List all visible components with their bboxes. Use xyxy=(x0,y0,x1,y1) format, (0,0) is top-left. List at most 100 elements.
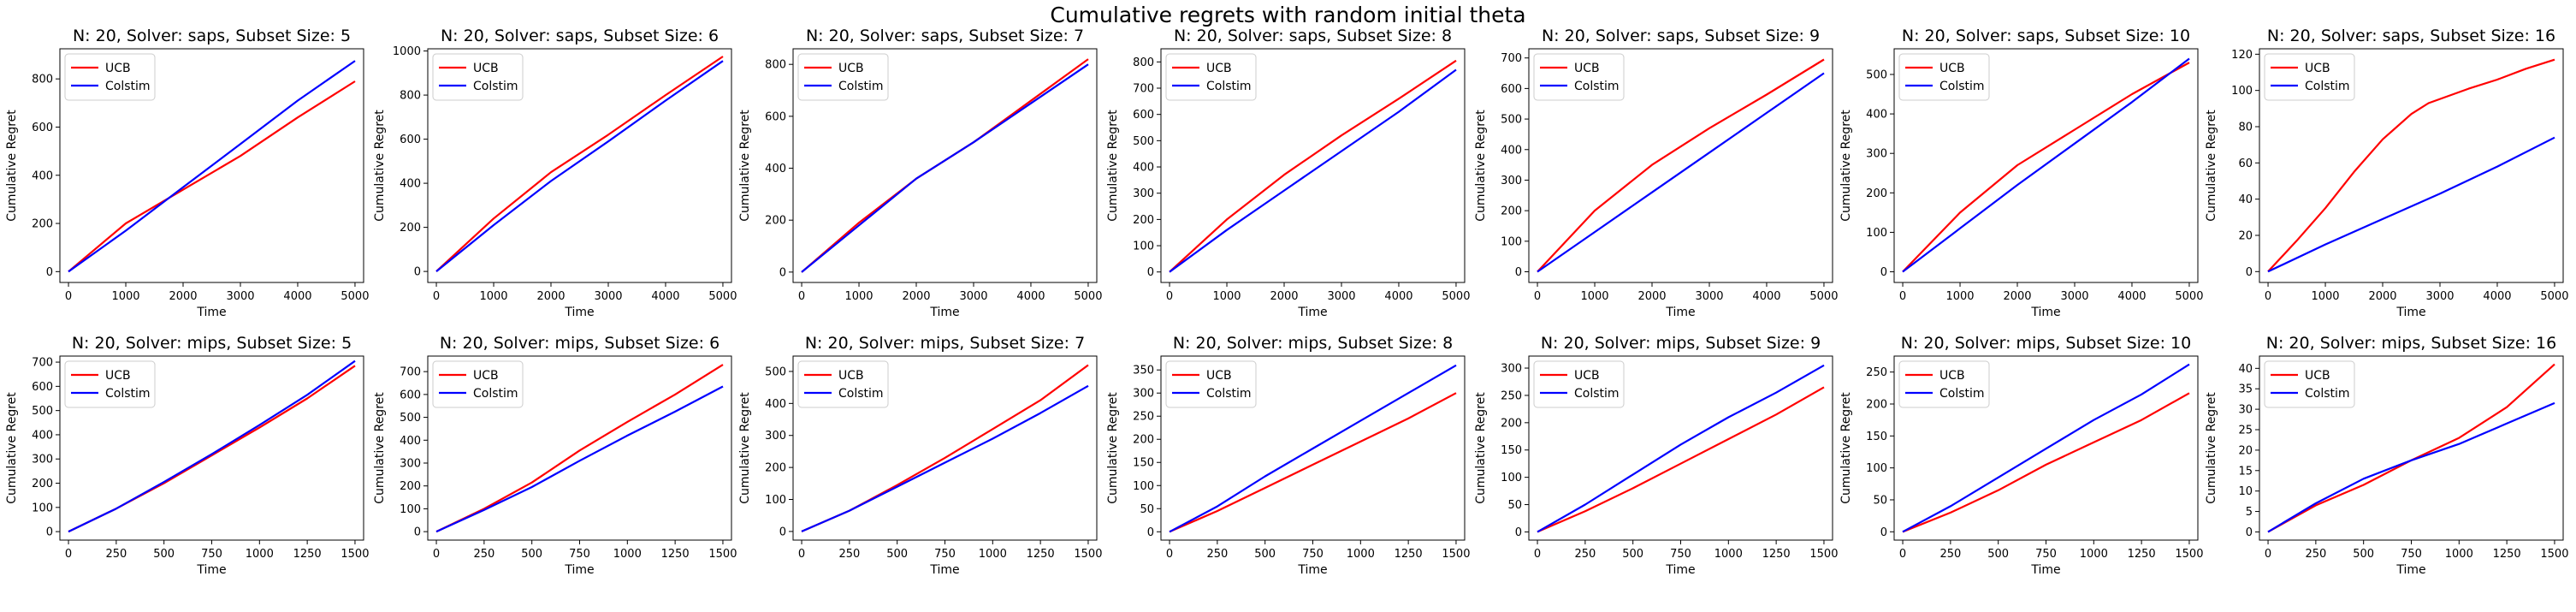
x-tick-label: 500 xyxy=(2353,548,2374,561)
x-tick-label: 3000 xyxy=(2060,290,2088,303)
y-tick-label: 35 xyxy=(2238,383,2253,396)
x-tick-label: 500 xyxy=(886,548,908,561)
y-tick-label: 0 xyxy=(1515,526,1522,539)
axes-frame xyxy=(59,48,364,283)
y-tick-label: 200 xyxy=(765,215,786,228)
x-tick-label: 0 xyxy=(1166,290,1173,303)
y-axis-label: Cumulative Regret xyxy=(373,392,387,504)
x-tick-label: 0 xyxy=(798,548,805,561)
y-tick-label: 100 xyxy=(1501,235,1522,248)
series-line-ucb xyxy=(1902,62,2190,273)
x-tick-label: 250 xyxy=(838,548,860,561)
legend-label-colstim: Colstim xyxy=(473,387,518,401)
legend-label-ucb: UCB xyxy=(1939,62,1965,75)
y-tick-label: 0 xyxy=(46,266,53,279)
legend-label-ucb: UCB xyxy=(1574,369,1600,383)
y-tick-label: 400 xyxy=(1133,162,1154,175)
y-tick-label: 300 xyxy=(32,454,53,466)
subplot-6: N: 20, Solver: saps, Subset Size: 10 0 100… xyxy=(1839,27,2203,319)
axes-frame xyxy=(1160,48,1466,283)
x-tick-label: 1250 xyxy=(2128,548,2156,561)
x-tick-label: 5000 xyxy=(708,290,737,303)
legend: UCB Colstim xyxy=(432,360,524,408)
legend-frame xyxy=(1898,360,1990,408)
y-tick-label: 120 xyxy=(2231,49,2253,62)
x-axis-label: Time xyxy=(196,306,226,319)
x-tick-label: 750 xyxy=(569,548,590,561)
legend-label-colstim: Colstim xyxy=(473,80,518,93)
y-tick-label: 200 xyxy=(400,480,421,493)
subplot-title: N: 20, Solver: mips, Subset Size: 8 xyxy=(1173,334,1453,353)
y-tick-label: 40 xyxy=(2238,193,2253,206)
series-line-ucb xyxy=(1902,392,2190,533)
legend: UCB Colstim xyxy=(2264,53,2355,101)
legend-label-colstim: Colstim xyxy=(838,80,884,93)
y-tick-label: 700 xyxy=(32,357,53,370)
x-tick-label: 1500 xyxy=(1442,548,1470,561)
axes-frame xyxy=(792,48,1098,283)
y-axis-label: Cumulative Regret xyxy=(2205,392,2218,504)
subplot-title: N: 20, Solver: saps, Subset Size: 6 xyxy=(441,27,719,45)
y-tick-label: 400 xyxy=(32,169,53,182)
legend-frame xyxy=(797,360,889,408)
x-tick-label: 2000 xyxy=(1270,290,1298,303)
x-axis-label: Time xyxy=(2030,306,2060,319)
figure-title: Cumulative regrets with random initial t… xyxy=(1050,3,1526,27)
legend-label-ucb: UCB xyxy=(473,369,499,383)
legend-frame xyxy=(432,360,524,408)
legend-label-ucb: UCB xyxy=(2305,62,2330,75)
y-tick-label: 50 xyxy=(1140,503,1154,516)
series-line-ucb xyxy=(435,56,724,272)
series-line-colstim xyxy=(68,359,356,533)
x-tick-label: 250 xyxy=(473,548,494,561)
x-tick-label: 1000 xyxy=(479,290,507,303)
y-tick-label: 0 xyxy=(414,266,421,279)
y-tick-label: 200 xyxy=(32,478,53,490)
subplot-7: N: 20, Solver: saps, Subset Size: 16 0 100… xyxy=(2205,27,2568,319)
legend-frame xyxy=(1533,360,1625,408)
legend-label-colstim: Colstim xyxy=(105,387,151,401)
legend: UCB Colstim xyxy=(1165,360,1257,408)
legend: UCB Colstim xyxy=(432,53,524,101)
y-tick-label: 100 xyxy=(765,494,786,507)
legend-label-ucb: UCB xyxy=(105,62,131,75)
x-tick-label: 750 xyxy=(1302,548,1324,561)
y-tick-label: 500 xyxy=(1133,135,1154,148)
series-line-ucb xyxy=(435,364,724,533)
series-line-colstim xyxy=(1537,72,1825,273)
y-tick-label: 500 xyxy=(400,412,421,425)
legend: UCB Colstim xyxy=(1533,53,1625,101)
x-tick-label: 1000 xyxy=(979,548,1007,561)
y-tick-label: 250 xyxy=(1866,366,1887,379)
x-tick-label: 750 xyxy=(1670,548,1691,561)
y-axis-label: Cumulative Regret xyxy=(1106,110,1120,222)
y-tick-label: 0 xyxy=(1880,526,1887,539)
subplot-8: N: 20, Solver: mips, Subset Size: 5 0 250 5… xyxy=(5,334,369,577)
x-axis-label: Time xyxy=(2395,563,2425,577)
legend-label-colstim: Colstim xyxy=(105,80,151,93)
legend-label-ucb: UCB xyxy=(2305,369,2330,383)
series-line-colstim xyxy=(1169,68,1457,273)
y-tick-label: 15 xyxy=(2238,465,2253,478)
x-tick-label: 0 xyxy=(1899,548,1906,561)
legend: UCB Colstim xyxy=(1898,53,1990,101)
x-tick-label: 3000 xyxy=(1695,290,1723,303)
x-axis-label: Time xyxy=(564,306,594,319)
subplot-title: N: 20, Solver: mips, Subset Size: 10 xyxy=(1901,334,2191,353)
x-tick-label: 3000 xyxy=(959,290,987,303)
legend: UCB Colstim xyxy=(1533,360,1625,408)
y-tick-label: 1000 xyxy=(393,45,421,58)
subplot-9: N: 20, Solver: mips, Subset Size: 6 0 250 5… xyxy=(373,334,737,577)
subplot-12: N: 20, Solver: mips, Subset Size: 9 0 250 5… xyxy=(1474,334,1838,577)
y-tick-label: 300 xyxy=(1501,363,1522,376)
y-tick-label: 400 xyxy=(400,435,421,448)
y-tick-label: 300 xyxy=(400,457,421,470)
series-line-colstim xyxy=(801,384,1089,532)
x-tick-label: 250 xyxy=(1206,548,1228,561)
x-tick-label: 1250 xyxy=(661,548,690,561)
legend-frame xyxy=(1533,53,1625,101)
x-tick-label: 1000 xyxy=(2311,290,2339,303)
y-tick-label: 60 xyxy=(2238,157,2253,170)
y-tick-label: 400 xyxy=(400,178,421,191)
